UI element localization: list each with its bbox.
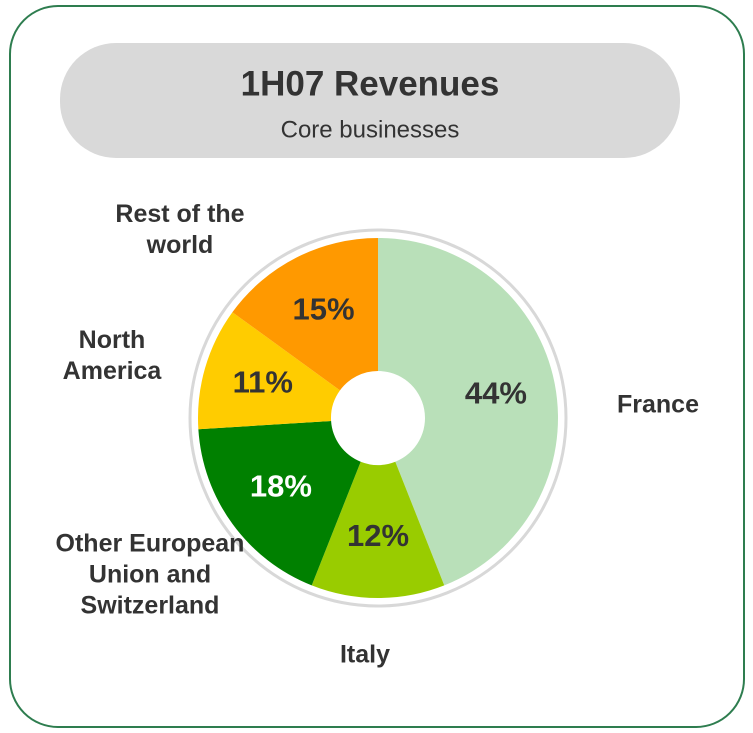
donut-slice [198,420,361,586]
donut-slice [311,461,445,598]
category-label: North America [62,326,162,385]
chart-title: 1H07 Revenues [241,64,500,103]
slice-label: 18% [250,469,312,504]
category-label: France [617,390,699,419]
donut-slice [232,238,378,391]
slice-label: 15% [292,291,354,326]
slice-label: 44% [465,376,527,411]
chart-subtitle: Core businesses [281,116,460,143]
slice-label: 12% [347,518,409,553]
category-label: Other European Union and Switzerland [55,529,245,620]
title-pill [60,43,680,158]
slice-label: 11% [233,365,293,400]
donut-slice [378,238,558,586]
category-label: Italy [339,640,391,669]
category-label: Rest of the world [115,200,245,259]
donut-slice [198,312,340,430]
